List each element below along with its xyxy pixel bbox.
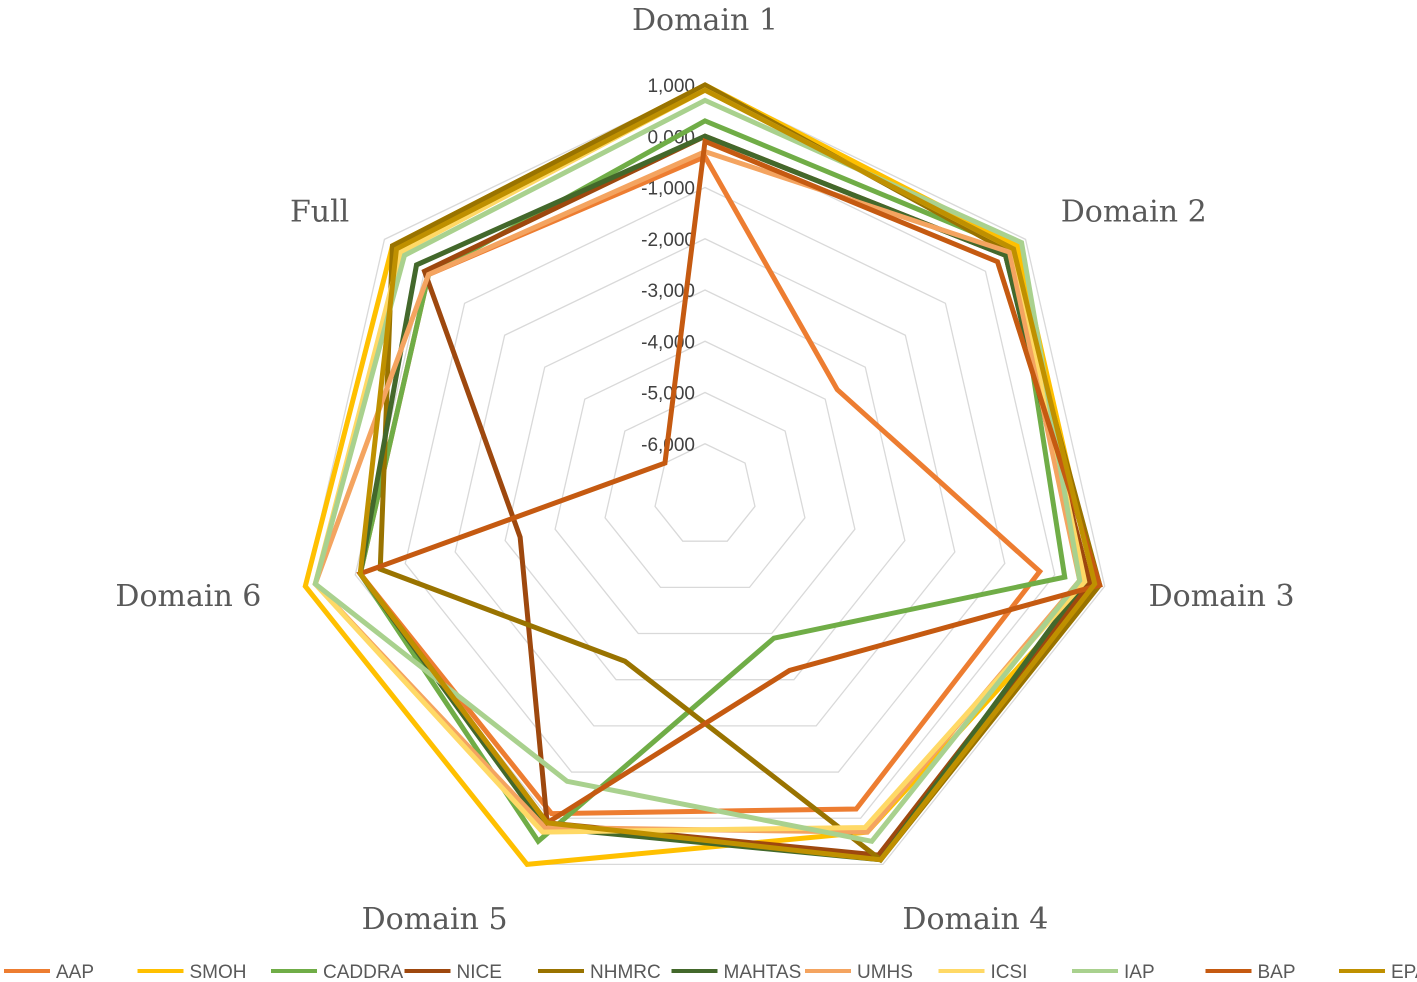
radial-tick-labels: 1,0000,000-1,000-2,000-3,000-4,000-5,000… <box>641 76 695 456</box>
legend-label-aap: AAP <box>56 962 94 982</box>
legend-label-umhs: UMHS <box>857 962 913 982</box>
grid-ring-4 <box>504 289 906 681</box>
legend-label-caddra: CADDRA <box>323 962 404 982</box>
tick-label: -3,000 <box>641 281 695 302</box>
axis-label-full: Full <box>290 194 349 229</box>
tick-label: -4,000 <box>641 332 695 353</box>
grid-ring-2 <box>404 186 1006 773</box>
series-line-epa <box>357 87 1098 863</box>
radar-grid <box>304 84 1106 866</box>
legend: AAP SMOH CADDRA NICE NHMRC MAHTAS UMHS ICSI IAP B… <box>4 962 1417 982</box>
grid-ring-6 <box>604 391 806 588</box>
legend-label-mahtas: MAHTAS <box>724 962 802 982</box>
axis-label-domain-6: Domain 6 <box>115 579 261 614</box>
axis-label-domain-3: Domain 3 <box>1149 579 1295 614</box>
series-lines <box>302 82 1103 868</box>
tick-label: -5,000 <box>641 384 695 405</box>
axis-label-domain-2: Domain 2 <box>1061 194 1207 229</box>
legend-label-bap: BAP <box>1258 962 1296 982</box>
tick-label: -1,000 <box>641 179 695 200</box>
legend-label-epa: EPA <box>1391 962 1417 982</box>
axis-label-domain-5: Domain 5 <box>362 902 508 937</box>
grid-ring-0 <box>304 84 1106 866</box>
series-line-bap <box>356 137 1103 827</box>
grid-ring-5 <box>554 340 856 635</box>
legend-label-nice: NICE <box>457 962 502 982</box>
tick-label: 1,000 <box>647 76 695 97</box>
axis-labels: Domain 1 Domain 2 Domain 3 Domain 4 Domain 5… <box>115 3 1294 937</box>
legend-label-icsi: ICSI <box>991 962 1028 982</box>
axis-label-domain-1: Domain 1 <box>632 3 778 38</box>
grid-ring-7 <box>654 443 756 542</box>
axis-label-domain-4: Domain 4 <box>902 902 1048 937</box>
legend-label-iap: IAP <box>1124 962 1155 982</box>
tick-label: -2,000 <box>641 230 695 251</box>
legend-label-smoh: SMOH <box>190 962 247 982</box>
legend-label-nhmrc: NHMRC <box>590 962 661 982</box>
